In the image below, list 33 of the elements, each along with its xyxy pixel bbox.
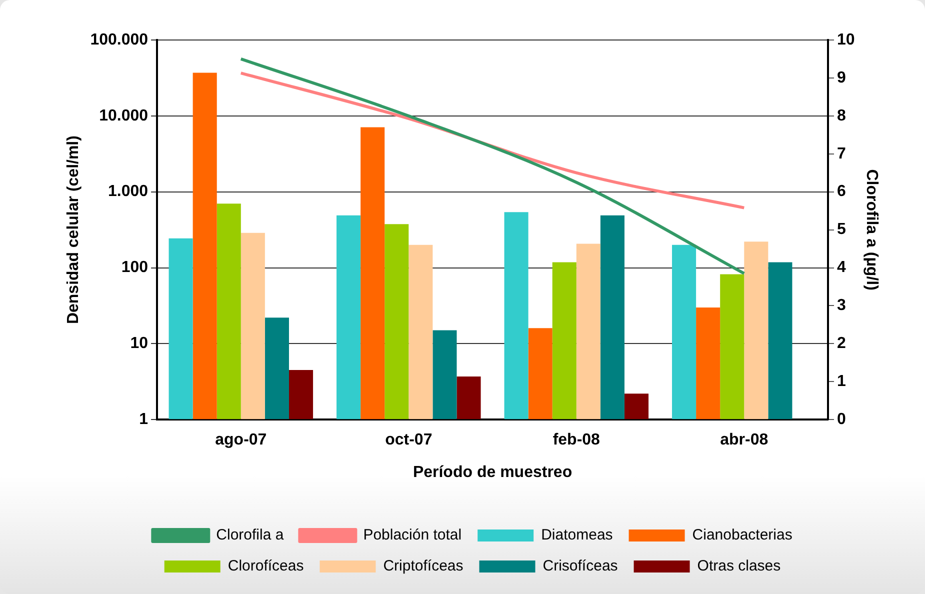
y2-axis-title: Clorofila a (µg/l) [862,169,880,290]
y2-tick-label: 6 [837,183,846,200]
legend-label: Cianobacterias [692,526,792,544]
y-tick-label: 1 [139,411,148,428]
y2-tick-label: 0 [837,411,846,428]
y2-tick-label: 9 [837,69,846,86]
y-axis-title: Densidad celular (cel/ml) [65,136,82,324]
y2-tick-label: 1 [837,373,846,390]
y-tick-label: 100 [121,259,148,276]
y2-tick-label: 3 [837,297,846,314]
x-tick-label: feb-08 [552,432,600,449]
y2-tick-label: 5 [837,221,846,238]
legend-label: Otras clases [697,558,781,575]
legend-label: Crisofíceas [542,558,618,575]
y2-tick-label: 7 [837,145,846,162]
line-series [239,57,746,275]
legend-label: Criptofíceas [383,558,464,575]
y-tick-label: 10 [130,335,148,352]
y-tick-label: 10.000 [99,107,148,124]
y2-tick-label: 2 [837,335,846,352]
y-tick-label: 100.000 [90,31,148,48]
y2-tick-label: 4 [837,259,846,276]
legend-label: Clorofila a [216,526,284,544]
legend-label: Diatomeas [541,526,613,544]
y2-tick-label: 10 [837,31,855,48]
y2-tick-label: 8 [837,107,846,124]
legend-label: Población total [363,526,462,544]
x-tick-label: ago-07 [215,432,267,449]
x-tick-label: oct-07 [385,432,432,449]
x-tick-label: abr-08 [720,432,768,449]
legend-label: Clorofíceas [228,558,304,575]
x-axis-title: Período de muestreo [412,464,572,481]
y-tick-label: 1.000 [108,183,148,200]
